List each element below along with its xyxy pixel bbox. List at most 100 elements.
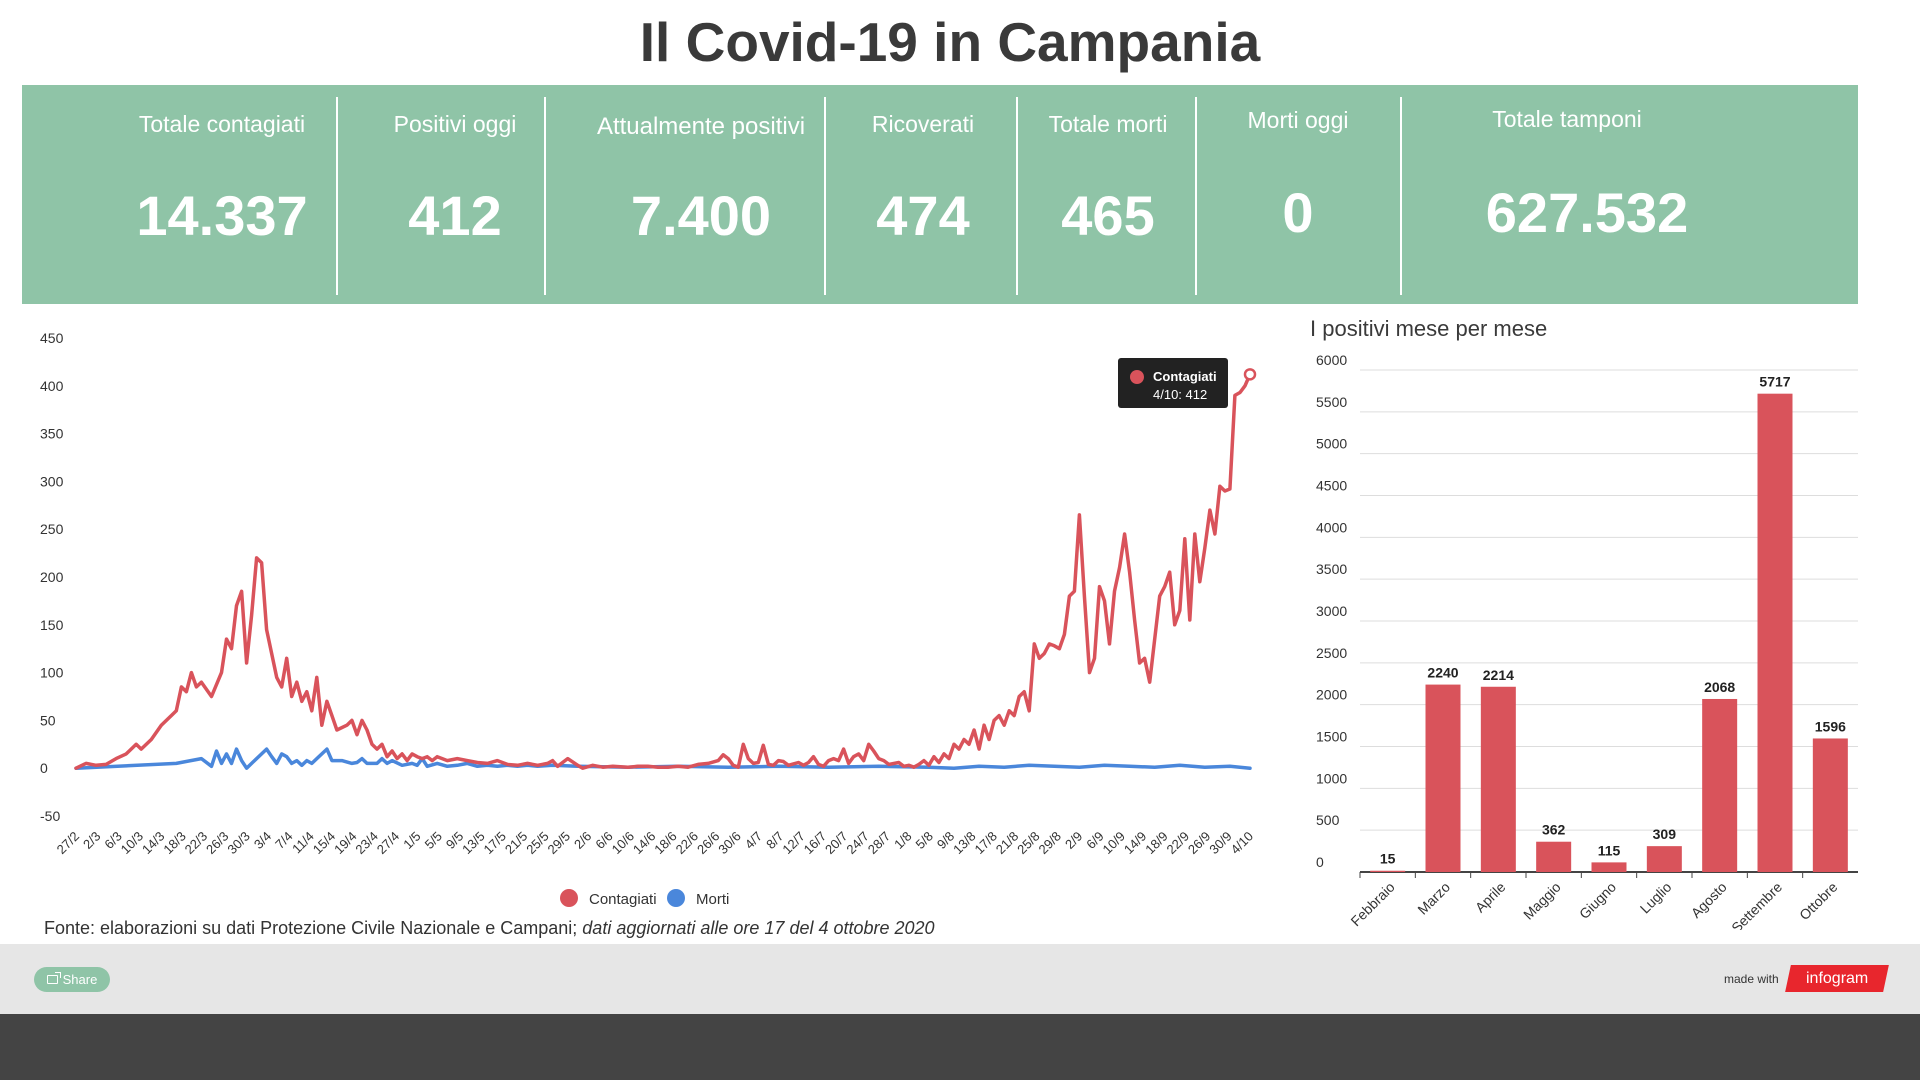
kpi-label: Totale contagiati <box>138 111 306 137</box>
y-tick-label: 200 <box>40 569 64 585</box>
share-label: Share <box>62 972 98 987</box>
y-tick-label: 1000 <box>1316 770 1347 786</box>
source-text: Fonte: elaborazioni su dati Protezione C… <box>44 918 583 938</box>
embed-footer <box>0 944 1920 1014</box>
y-tick-label: 50 <box>40 712 56 728</box>
legend-marker-contagiati <box>560 889 578 907</box>
x-tick-label: Settembre <box>1728 879 1785 930</box>
kpi-divider <box>336 97 338 295</box>
y-tick-label: 0 <box>1316 854 1324 870</box>
bar-value-label: 362 <box>1542 822 1566 838</box>
page-title: Il Covid-19 in Campania <box>639 11 1261 73</box>
kpi-morti-oggi: Morti oggi 0 <box>1198 85 1398 304</box>
kpi-value: 14.337 <box>136 184 308 247</box>
y-tick-label: 2000 <box>1316 687 1347 703</box>
y-tick-label: 2500 <box>1316 645 1347 661</box>
x-tick-label: Aprile <box>1472 879 1509 916</box>
x-tick-label: 3/4 <box>251 829 274 852</box>
kpi-label: Morti oggi <box>1247 107 1349 133</box>
page-footer-bar <box>0 1014 1920 1080</box>
kpi-value: 474 <box>876 184 970 247</box>
y-tick-label: 150 <box>40 617 64 633</box>
tooltip-box <box>1118 358 1228 408</box>
y-tick-label: 5000 <box>1316 436 1347 452</box>
x-tick-label: Luglio <box>1637 879 1675 917</box>
x-tick-label: 5/5 <box>422 829 445 852</box>
bar <box>1480 686 1516 872</box>
bar-value-label: 2240 <box>1427 665 1458 681</box>
source-update-note: dati aggiornati alle ore 17 del 4 ottobr… <box>582 918 935 938</box>
x-tick-label: 30/3 <box>224 829 253 858</box>
infogram-logo-text: infogram <box>1805 970 1869 987</box>
x-tick-label: 30/6 <box>715 829 744 858</box>
bar-chart: 6000550050004500400035003000250020001500… <box>1316 352 1858 930</box>
y-tick-label: 3000 <box>1316 603 1347 619</box>
y-tick-label: 0 <box>40 760 48 776</box>
bar-value-label: 115 <box>1598 842 1621 858</box>
kpi-divider <box>1400 97 1402 295</box>
kpi-divider <box>1195 97 1197 295</box>
share-button[interactable]: Share <box>34 967 110 992</box>
x-tick-label: Agosto <box>1688 879 1730 921</box>
highlight-point <box>1243 368 1257 381</box>
y-tick-label: 3500 <box>1316 561 1347 577</box>
legend-marker-morti <box>667 889 685 907</box>
kpi-value: 465 <box>1061 184 1155 247</box>
bar <box>1757 393 1793 872</box>
y-tick-label: 300 <box>40 473 64 489</box>
x-tick-label: Maggio <box>1520 879 1564 923</box>
kpi-totale-tamponi: Totale tamponi 627.532 <box>1402 85 1732 304</box>
kpi-divider <box>544 97 546 295</box>
bar-value-label: 1596 <box>1815 718 1846 734</box>
kpi-label: Positivi oggi <box>393 111 517 137</box>
x-tick-label: 1/8 <box>891 829 914 852</box>
y-tick-label: 6000 <box>1316 352 1347 368</box>
x-tick-label: 29/5 <box>545 829 574 858</box>
kpi-totale-morti: Totale morti 465 <box>1018 85 1198 304</box>
bar <box>1536 841 1572 872</box>
x-tick-label: Giugno <box>1576 879 1619 922</box>
x-tick-label: 2/3 <box>80 829 103 852</box>
x-tick-label: 29/8 <box>1036 829 1065 858</box>
series-line-contagiati <box>74 372 1252 770</box>
kpi-divider <box>1016 97 1018 295</box>
source-note: Fonte: elaborazioni su dati Protezione C… <box>44 918 935 939</box>
made-with-label: made with <box>1724 972 1779 986</box>
x-tick-label: 27/4 <box>374 829 403 858</box>
kpi-ricoverati: Ricoverati 474 <box>828 85 1018 304</box>
x-tick-label: 1/5 <box>400 829 423 852</box>
x-tick-label: 5/8 <box>913 829 936 852</box>
bar-value-label: 2214 <box>1483 667 1514 683</box>
tooltip-marker <box>1130 370 1144 384</box>
bar <box>1591 862 1627 872</box>
bar <box>1370 870 1406 872</box>
kpi-label: Ricoverati <box>871 111 975 137</box>
share-icon <box>46 972 61 984</box>
line-chart: 450400350300250200150100500-5027/22/36/3… <box>40 330 1257 908</box>
legend-label-contagiati: Contagiati <box>589 891 657 908</box>
y-tick-label: -50 <box>40 808 60 824</box>
kpi-label: Attualmente positivi <box>596 113 806 140</box>
y-tick-label: 4500 <box>1316 478 1347 494</box>
y-tick-label: 4000 <box>1316 519 1347 535</box>
x-tick-label: 4/7 <box>742 829 765 852</box>
x-tick-label: Febbraio <box>1347 879 1398 930</box>
series-line-morti <box>74 747 1252 770</box>
y-tick-label: 5500 <box>1316 394 1347 410</box>
kpi-totale-contagiati: Totale contagiati 14.337 <box>62 85 382 304</box>
y-tick-label: 100 <box>40 665 64 681</box>
bar-value-label: 2068 <box>1704 679 1735 695</box>
x-tick-label: Marzo <box>1414 879 1453 918</box>
bar-value-label: 15 <box>1380 851 1396 867</box>
infogram-logo[interactable]: infogram <box>1785 965 1889 992</box>
legend-label-morti: Morti <box>696 891 729 908</box>
x-tick-label: 4/10 <box>1228 829 1257 858</box>
y-tick-label: 250 <box>40 521 64 537</box>
x-tick-label: 2/9 <box>1062 829 1085 852</box>
bar <box>1425 684 1461 872</box>
bar <box>1702 698 1738 872</box>
kpi-label: Totale tamponi <box>1492 106 1642 132</box>
kpi-positivi-oggi: Positivi oggi 412 <box>340 85 570 304</box>
y-tick-label: 500 <box>1316 812 1340 828</box>
